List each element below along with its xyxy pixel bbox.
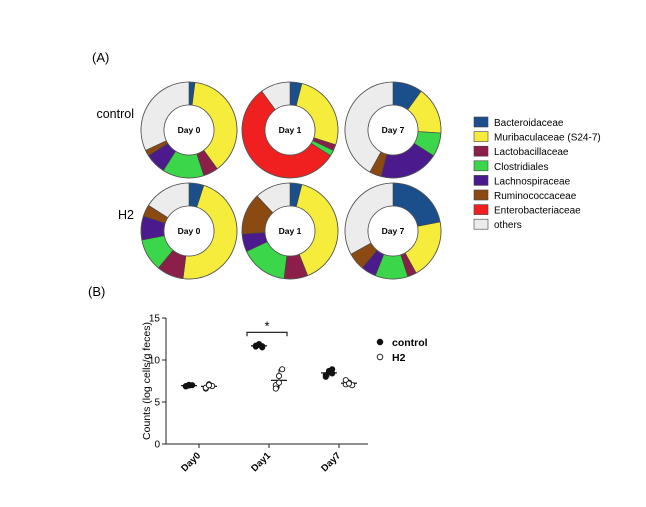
- legend-swatch: [473, 116, 489, 128]
- legend-label: Bacteroidaceae: [494, 118, 564, 129]
- data-point-control: [259, 343, 266, 350]
- data-point-h2: [275, 372, 283, 380]
- donut-control-day0: Day 0: [140, 81, 238, 179]
- legend-swatch: [473, 131, 489, 142]
- y-tick-label: 5: [154, 398, 160, 409]
- data-point-h2: [275, 379, 283, 386]
- donut-control-day1: Day 1: [241, 81, 339, 179]
- legend-label: Clostridiales: [494, 162, 548, 173]
- legend-label-h2: H2: [392, 352, 406, 364]
- legend-swatch: [473, 204, 489, 215]
- legend-label: Ruminococcaceae: [494, 191, 577, 202]
- donut-h2-day7: Day 7: [344, 182, 442, 280]
- y-ticks: 0 5 10 15: [149, 314, 166, 451]
- panel-a-label: (A): [92, 50, 109, 65]
- panel-b-label: (B): [88, 284, 105, 299]
- legend-label-control: control: [392, 337, 428, 349]
- legend-label: Lachnospiraceae: [494, 176, 571, 187]
- y-tick-label: 0: [154, 440, 160, 451]
- y-tick-label: 15: [149, 314, 161, 325]
- y-tick-label: 10: [149, 356, 161, 367]
- x-tick-label: Day0: [179, 450, 203, 474]
- x-ticks: Day0 Day1 Day7: [179, 444, 343, 474]
- donut-h2-day0: Day 0: [140, 182, 238, 280]
- significance-star: *: [264, 318, 269, 333]
- data-point-control: [185, 381, 193, 388]
- donut-center-label: Day 1: [279, 125, 302, 135]
- legend-label: others: [494, 220, 522, 231]
- dot-marks: [181, 340, 357, 392]
- data-point-h2: [205, 382, 213, 389]
- donut-h2-day1: Day 1: [241, 182, 339, 280]
- data-point-h2: [345, 380, 353, 387]
- data-point-control: [329, 370, 336, 377]
- data-point-control: [322, 373, 329, 380]
- significance-line: [246, 331, 288, 337]
- legend-label: Enterobacteriaceae: [494, 206, 581, 217]
- donut-center-label: Day 0: [178, 125, 201, 135]
- donut-center-label: Day 0: [178, 226, 201, 236]
- legend-label: Muribaculaceae (S24-7): [494, 133, 601, 144]
- legend-swatch: [473, 175, 489, 186]
- y-axis-label: Counts (log cells/g feces): [141, 322, 153, 440]
- legend-swatch: [473, 189, 489, 201]
- donut-center-label: Day 7: [382, 125, 405, 135]
- row-label-control: control: [96, 107, 134, 121]
- donut-control-day7: Day 7: [344, 81, 442, 179]
- legend-swatch: [473, 218, 489, 230]
- composition-legend: Bacteroidaceae Muribaculaceae (S24-7) Lact…: [473, 116, 601, 231]
- legend-marker-control: [376, 338, 384, 346]
- x-tick-label: Day7: [319, 450, 343, 474]
- legend-swatch: [473, 145, 489, 157]
- data-point-h2: [279, 366, 286, 373]
- row-label-h2: H2: [118, 208, 134, 222]
- donut-center-label: Day 7: [382, 226, 405, 236]
- dot-plot: 0 5 10 15 Day0 Day1 Day7 Counts (log cells/g …: [141, 314, 428, 475]
- legend-marker-h2: [376, 353, 384, 361]
- legend-label: Lactobacillaceae: [494, 147, 569, 158]
- data-point-h2: [272, 385, 279, 392]
- significance-bracket: *: [246, 318, 288, 337]
- donut-center-label: Day 1: [279, 226, 302, 236]
- x-tick-label: Day1: [249, 450, 273, 474]
- dot-legend: control H2: [376, 337, 428, 364]
- donut-grid: control H2 Day 0 Day 1 Day 7 Day 0 Day 1 Day 7: [96, 81, 442, 280]
- legend-swatch: [473, 160, 489, 172]
